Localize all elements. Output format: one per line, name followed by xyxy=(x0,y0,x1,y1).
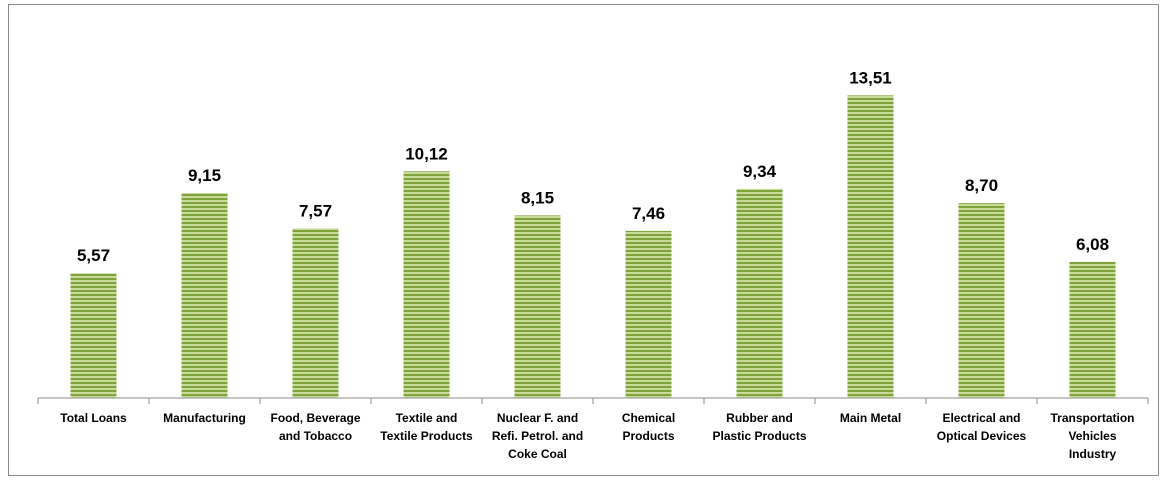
bar xyxy=(847,95,894,398)
data-label: 13,51 xyxy=(849,68,892,87)
x-axis-ticks xyxy=(37,398,1149,404)
bar xyxy=(1069,261,1116,398)
category-label: Electrical and Optical Devices xyxy=(937,411,1027,443)
data-label: 9,34 xyxy=(743,162,777,181)
data-label: 7,46 xyxy=(632,204,665,223)
category-label: Transportation Vehicles Industry xyxy=(1050,411,1134,461)
bar xyxy=(514,215,561,398)
data-label: 6,08 xyxy=(1076,235,1109,254)
bars-layer xyxy=(70,95,1116,398)
bar xyxy=(292,228,339,398)
category-label: Chemical Products xyxy=(622,411,675,443)
bar xyxy=(625,230,672,398)
data-label: 10,12 xyxy=(405,144,448,163)
data-labels: 5,57 9,15 7,57 10,12 8,15 7,46 9,34 13,51 8,70 6,… xyxy=(77,68,1109,265)
category-label: Food, Beverage and Tobacco xyxy=(270,411,360,443)
bar xyxy=(181,193,228,398)
category-label: Textile and Textile Products xyxy=(380,411,473,443)
data-label: 9,15 xyxy=(188,166,221,185)
data-label: 7,57 xyxy=(299,201,332,220)
data-label: 8,70 xyxy=(965,176,998,195)
bar xyxy=(958,203,1005,398)
data-label: 8,15 xyxy=(521,188,554,207)
category-label: Nuclear F. and Refi. Petrol. and Coke Coal xyxy=(492,411,583,461)
category-label: Rubber and Plastic Products xyxy=(712,411,806,443)
category-label: Main Metal xyxy=(840,411,901,425)
category-label: Manufacturing xyxy=(163,411,246,425)
bar xyxy=(403,171,450,398)
data-label: 5,57 xyxy=(77,246,110,265)
bar xyxy=(736,188,783,398)
category-labels: Total Loans Manufacturing Food, Beverage an… xyxy=(60,411,1134,461)
bar xyxy=(70,273,117,398)
category-label: Total Loans xyxy=(60,411,127,425)
